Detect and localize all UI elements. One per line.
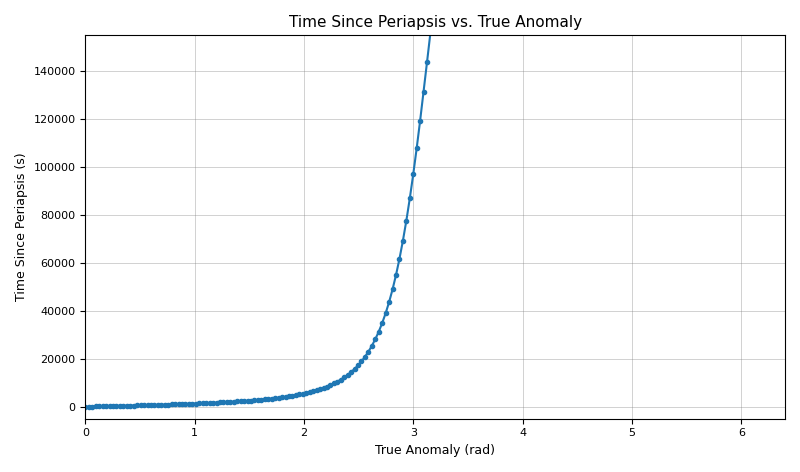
Y-axis label: Time Since Periapsis (s): Time Since Periapsis (s)	[15, 153, 28, 301]
X-axis label: True Anomaly (rad): True Anomaly (rad)	[375, 444, 495, 457]
Title: Time Since Periapsis vs. True Anomaly: Time Since Periapsis vs. True Anomaly	[289, 15, 582, 30]
